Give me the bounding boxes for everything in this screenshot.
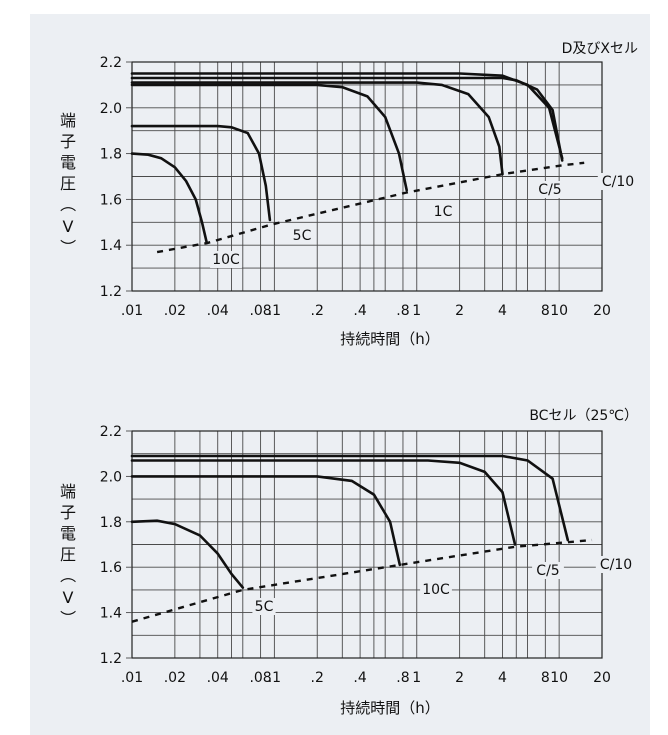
x-tick-label: .08 [249,303,271,319]
x-tick-label: .2 [311,303,324,319]
curve-label: C/10 [600,557,632,573]
cutoff-line [156,161,585,254]
curve-label: C/5 [536,563,559,579]
discharge-curve-5C [130,124,272,222]
y-tick-label: 1.6 [100,192,122,208]
y-axis-label-char: 電 [60,524,76,543]
x-tick-label: 10 [550,303,568,319]
curve-label-bg [252,598,276,615]
y-tick-label: 1.2 [100,651,122,667]
y-tick-label: 2.0 [100,101,122,117]
x-axis-label: 持続時間（h） [340,699,440,717]
x-tick-label: 2 [455,670,464,686]
y-tick-label: 2.2 [100,55,122,71]
x-tick-label: .08 [249,670,271,686]
y-tick-label: 1.4 [100,238,122,254]
y-axis-label-char: ） [58,239,77,255]
curve-label: C/5 [538,182,561,198]
x-tick-label: .04 [207,670,229,686]
x-tick-label: 1 [412,303,421,319]
y-axis-label-char: V [63,588,74,607]
y-axis-label-char: 子 [60,503,76,522]
curve-label: 10C [422,582,450,598]
x-tick-label: .8 [396,670,409,686]
discharge-curve-5C [130,519,245,589]
x-tick-label: .02 [164,670,186,686]
x-tick-label: 1 [412,670,421,686]
chart-1: 1.2 1.4 1.6 1.8 2.0 2.2 .01 .02 .04 .08.1 .2 .4 .8 1 2… [58,41,639,348]
discharge-curve-10C [130,475,402,567]
chart-2: 1.2 1.4 1.6 1.8 2.0 2.2 .01 .02 .04 .08.1 .2 .4 .8 1 2… [58,408,638,717]
chart-panel-background [30,14,650,735]
y-axis-label-char: （ [58,567,77,583]
x-tick-label: .4 [353,303,366,319]
plot-frame [131,430,603,659]
x-axis-label: 持続時間（h） [340,330,440,348]
x-tick-label: 10 [550,670,568,686]
y-axis-label-char: 圧 [60,174,76,193]
x-tick-label: .01 [121,303,143,319]
y-axis-label-char: 圧 [60,545,76,564]
curve-label: 10C [212,252,240,268]
curve-label: C/10 [602,174,634,190]
discharge-curve-10C [130,152,209,245]
discharge-curve-C-5 [130,81,504,176]
x-tick-label: 20 [593,303,611,319]
curve-label-bg [210,251,242,268]
curve-label-bg [431,203,455,220]
discharge-curve-C-5 [130,459,517,546]
x-tick-label: 4 [498,670,507,686]
x-tick-label: .02 [164,303,186,319]
y-axis-label-char: 子 [60,132,76,151]
curve-label-bg [534,181,566,198]
cutoff-line [131,538,593,623]
discharge-curve [130,76,564,162]
x-tick-label: .4 [353,670,366,686]
x-tick-label: 8 [541,303,550,319]
discharge-curve-C-10 [130,454,570,542]
y-axis-label-char: 端 [60,482,76,501]
y-tick-label: 2.0 [100,469,122,485]
y-tick-label: 1.4 [100,606,122,622]
x-tick-label: .1 [268,303,281,319]
y-axis-label-char: V [63,217,74,236]
chart-title: D及びXセル [562,41,638,57]
x-tick-label: 8 [541,670,550,686]
x-tick-label: .2 [311,670,324,686]
curve-label-bg [420,581,452,598]
chart-title: BCセル（25℃） [529,408,638,424]
y-axis-label-char: 端 [60,111,76,130]
y-tick-label: 2.2 [100,424,122,440]
discharge-curve-1C [130,83,408,192]
x-tick-label: .04 [207,303,229,319]
curve-label-bg [595,556,637,573]
y-tick-label: 1.2 [100,284,122,300]
curve-label: 5C [293,228,312,244]
y-axis-label-char: （ [58,196,77,212]
curve-label: 1C [434,204,453,220]
x-tick-label: 20 [593,670,611,686]
x-tick-label: .01 [121,670,143,686]
y-tick-label: 1.8 [100,515,122,531]
x-tick-label: 4 [498,303,507,319]
y-axis-label-char: 電 [60,153,76,172]
y-tick-label: 1.8 [100,147,122,163]
curve-label-bg [290,227,314,244]
curve-label-bg [532,562,564,579]
x-tick-label: 2 [455,303,464,319]
curve-label: 5C [255,599,274,615]
x-tick-label: .1 [268,670,281,686]
y-tick-label: 1.6 [100,560,122,576]
curve-label-bg [597,173,639,190]
y-axis-label-char: ） [58,610,77,626]
x-tick-label: .8 [396,303,409,319]
